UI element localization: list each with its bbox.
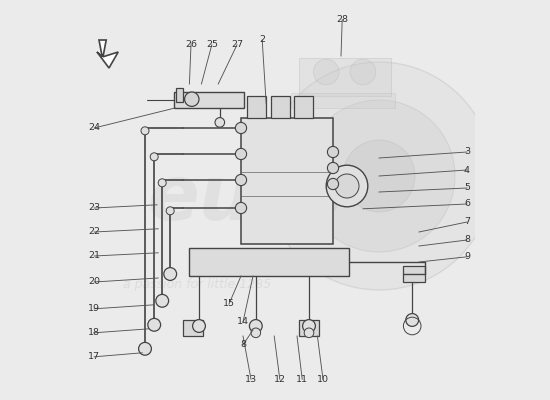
Bar	[271, 96, 290, 118]
Text: euro: euro	[147, 162, 343, 236]
Bar	[241, 118, 333, 244]
Circle shape	[185, 92, 199, 106]
Text: 25: 25	[206, 40, 218, 49]
Circle shape	[302, 320, 315, 332]
Circle shape	[235, 174, 246, 186]
Text: 7: 7	[464, 218, 470, 226]
Circle shape	[406, 314, 419, 326]
Text: 11: 11	[296, 375, 308, 384]
Circle shape	[235, 148, 246, 160]
Circle shape	[148, 318, 161, 331]
Text: 8: 8	[464, 236, 470, 244]
Bar	[299, 58, 391, 96]
Circle shape	[327, 162, 339, 174]
Circle shape	[192, 320, 205, 332]
Text: 26: 26	[185, 40, 197, 49]
Text: 2: 2	[259, 36, 265, 44]
Circle shape	[304, 328, 314, 338]
Bar	[174, 92, 244, 108]
Bar	[176, 88, 183, 102]
Circle shape	[343, 140, 415, 212]
Circle shape	[235, 202, 246, 214]
Bar	[291, 93, 395, 108]
Bar	[189, 248, 349, 276]
Circle shape	[350, 59, 376, 85]
Circle shape	[150, 153, 158, 161]
Text: 27: 27	[231, 40, 243, 49]
Text: 10: 10	[317, 375, 329, 384]
Circle shape	[249, 320, 262, 332]
Text: 13: 13	[245, 375, 257, 384]
Text: 19: 19	[88, 304, 100, 313]
Circle shape	[156, 294, 169, 307]
Text: 17: 17	[88, 352, 100, 361]
Text: 15: 15	[223, 300, 235, 308]
Text: 12: 12	[274, 375, 286, 384]
Bar	[183, 320, 203, 336]
Text: 24: 24	[88, 124, 100, 132]
Bar	[294, 96, 313, 118]
Text: 23: 23	[88, 204, 100, 212]
Circle shape	[303, 100, 455, 252]
Circle shape	[327, 146, 339, 158]
Text: 28: 28	[336, 16, 348, 24]
Text: 9: 9	[464, 252, 470, 261]
Text: 21: 21	[88, 252, 100, 260]
Text: 22: 22	[88, 228, 100, 236]
Text: 5: 5	[464, 184, 470, 192]
Text: 4: 4	[464, 166, 470, 174]
Text: 8: 8	[240, 340, 246, 349]
Circle shape	[327, 178, 339, 190]
Circle shape	[314, 59, 339, 85]
Text: 18: 18	[88, 328, 100, 337]
Circle shape	[265, 62, 493, 290]
Text: a passion for little 1285: a passion for little 1285	[123, 278, 271, 291]
Circle shape	[158, 179, 166, 187]
Circle shape	[215, 118, 224, 127]
Text: 3: 3	[464, 148, 470, 156]
Circle shape	[141, 127, 149, 135]
Text: 14: 14	[237, 318, 249, 326]
Bar	[247, 96, 266, 118]
Text: 6: 6	[464, 200, 470, 208]
Bar	[403, 266, 425, 282]
Bar	[299, 320, 319, 336]
Circle shape	[166, 207, 174, 215]
Circle shape	[139, 342, 151, 355]
Text: 20: 20	[88, 278, 100, 286]
Circle shape	[251, 328, 261, 338]
Circle shape	[164, 268, 177, 280]
Circle shape	[326, 165, 368, 207]
Polygon shape	[97, 40, 118, 68]
Circle shape	[335, 174, 359, 198]
Circle shape	[235, 122, 246, 134]
